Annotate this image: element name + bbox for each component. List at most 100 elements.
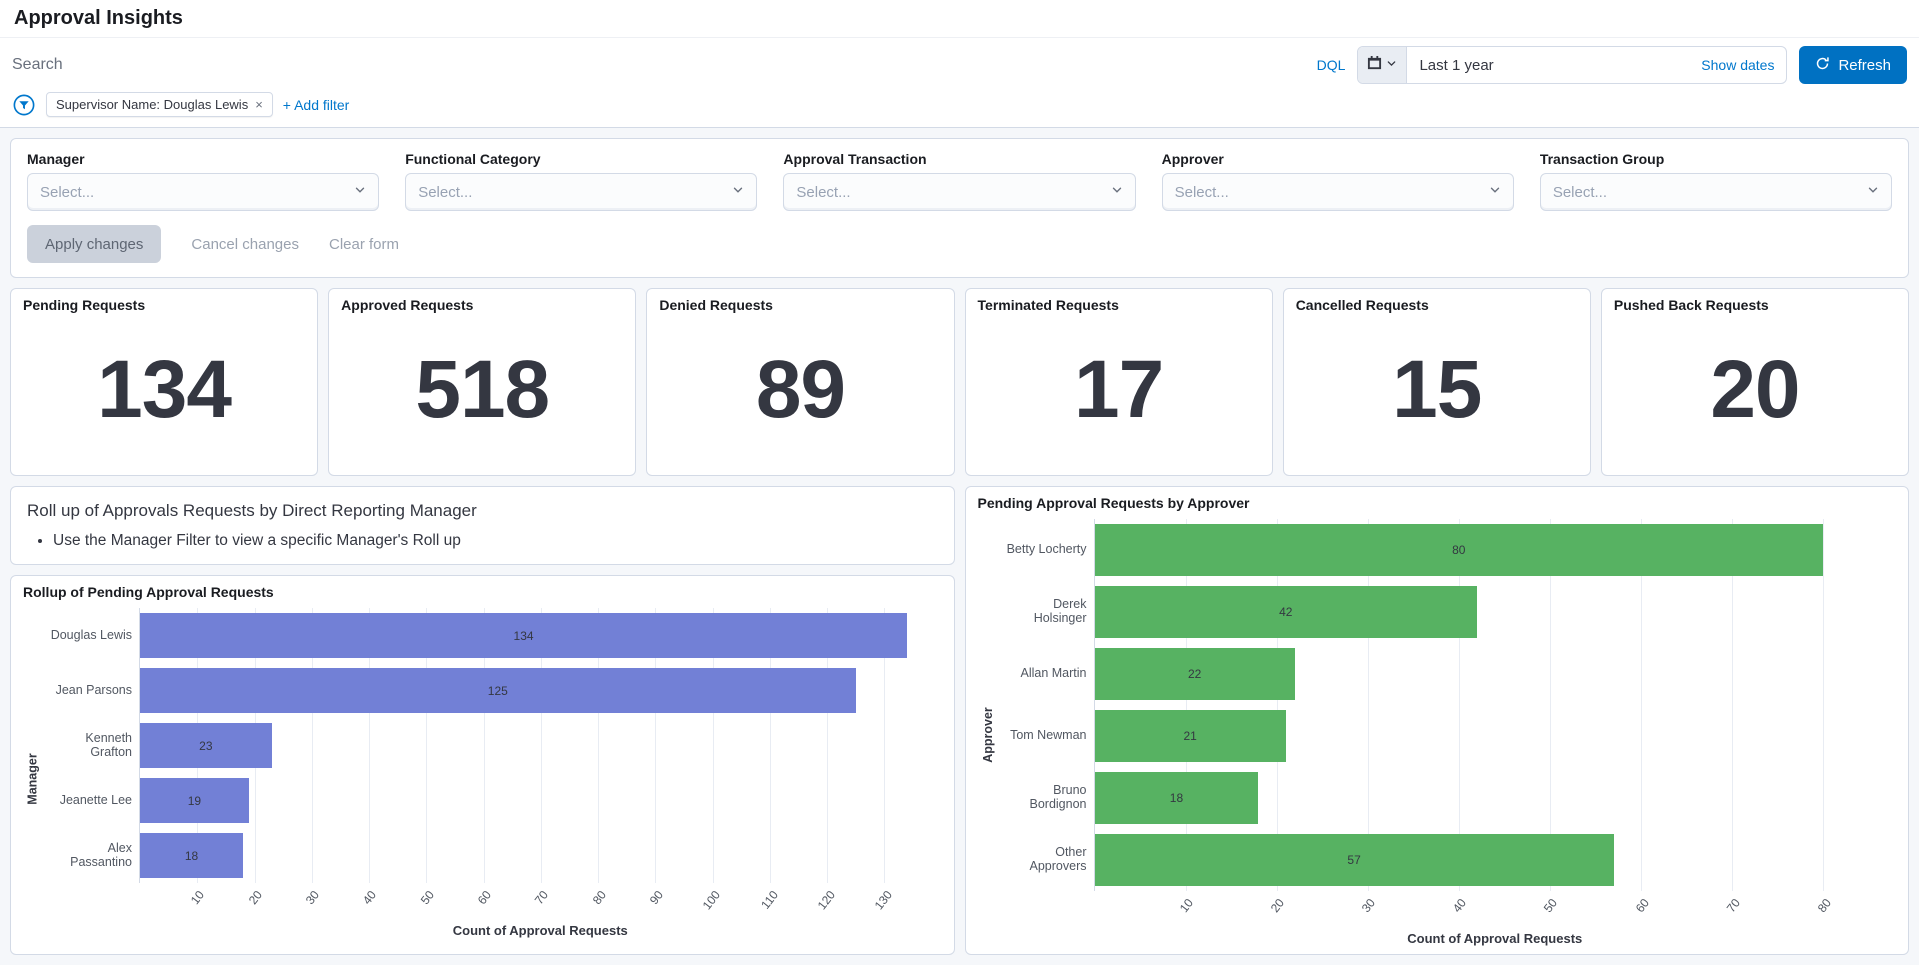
- x-tick-label: 130: [871, 888, 896, 913]
- manager-label: Manager: [27, 151, 85, 167]
- bar-value-label: 18: [184, 848, 199, 863]
- gridline: [1185, 519, 1187, 891]
- cancel-changes-button[interactable]: Cancel changes: [191, 235, 299, 253]
- bar-betty-locherty[interactable]: 80: [1094, 524, 1824, 576]
- x-axis-title: Count of Approval Requests: [452, 923, 628, 938]
- charts-section: Roll up of Approvals Requests by Direct …: [10, 486, 1909, 955]
- page-title: Approval Insights: [14, 7, 183, 29]
- kpi-title: Pushed Back Requests: [1613, 297, 1769, 313]
- date-range-value[interactable]: Last 1 year: [1419, 56, 1494, 74]
- category-label: Douglas Lewis: [50, 627, 132, 642]
- pending-by-approver-chart: Pending Approval Requests by Approver App…: [964, 486, 1909, 955]
- bar-jeanette-lee[interactable]: 19: [140, 778, 249, 823]
- x-tick-label: 20: [1267, 896, 1287, 916]
- bar-row: 80: [1094, 519, 1897, 581]
- category-label: Alex Passantino: [70, 840, 132, 869]
- gridline: [369, 608, 370, 883]
- bar-tom-newman[interactable]: 21: [1094, 710, 1286, 762]
- gridline: [540, 608, 542, 883]
- cancelled-requests-card: Cancelled Requests 15: [1282, 288, 1591, 476]
- right-column: Pending Approval Requests by Approver App…: [964, 486, 1909, 955]
- chevron-down-icon: [1386, 56, 1397, 74]
- transaction-group-field: Transaction Group Select...: [1539, 151, 1893, 211]
- bar-douglas-lewis[interactable]: 134: [140, 613, 908, 658]
- approver-field: Approver Select...: [1161, 151, 1514, 211]
- refresh-button[interactable]: Refresh: [1799, 46, 1907, 84]
- clear-form-button[interactable]: Clear form: [328, 235, 399, 253]
- manager-select[interactable]: Select...: [27, 173, 380, 211]
- bar-row: 22: [1094, 643, 1897, 705]
- gridline: [311, 608, 313, 883]
- x-tick-label: 50: [417, 888, 437, 908]
- select-placeholder: Select...: [40, 183, 95, 201]
- x-axis-ticks: 10 20 30 40 50 60 70 80: [1094, 891, 1897, 929]
- bar-jean-parsons[interactable]: 125: [140, 668, 856, 713]
- kpi-value: 17: [1073, 344, 1164, 435]
- x-tick-label: 60: [474, 888, 494, 908]
- bar-other-approvers[interactable]: 57: [1094, 834, 1614, 886]
- functional-category-select[interactable]: Select...: [405, 173, 758, 211]
- bar-allan-martin[interactable]: 22: [1094, 648, 1295, 700]
- select-placeholder: Select...: [796, 183, 851, 201]
- dql-toggle-button[interactable]: DQL: [1316, 57, 1346, 73]
- info-panel: Roll up of Approvals Requests by Direct …: [10, 486, 955, 565]
- x-axis-ticks: 10 20 30 40 50 60 70 80 90 100 110 120 130: [139, 883, 942, 921]
- show-dates-button[interactable]: Show dates: [1701, 57, 1775, 73]
- x-tick-label: 60: [1632, 896, 1652, 916]
- transaction-group-select[interactable]: Select...: [1539, 173, 1893, 211]
- add-filter-button[interactable]: + Add filter: [282, 96, 350, 113]
- gridline: [827, 608, 828, 883]
- dashboard-body: Manager Select... Functional Category Selec…: [0, 128, 1919, 965]
- filter-pill[interactable]: Supervisor Name: Douglas Lewis ×: [46, 92, 273, 117]
- remove-filter-icon[interactable]: ×: [255, 97, 263, 112]
- bar-derek-holsinger[interactable]: 42: [1094, 586, 1478, 638]
- chevron-down-icon: [354, 183, 366, 201]
- gridline: [1458, 519, 1460, 891]
- filter-icon[interactable]: [12, 93, 36, 117]
- gridline: [1823, 519, 1825, 891]
- bar-row: 42: [1094, 581, 1897, 643]
- kpi-value: 15: [1392, 344, 1482, 435]
- y-axis-title: Manager: [26, 753, 40, 805]
- functional-category-field: Functional Category Select...: [405, 151, 758, 211]
- approval-transaction-field: Approval Transaction Select...: [783, 151, 1136, 211]
- x-tick-label: 30: [302, 888, 322, 908]
- select-placeholder: Select...: [418, 183, 473, 201]
- bar-value-label: 19: [187, 793, 202, 808]
- gridline: [769, 608, 771, 883]
- kpi-value: 20: [1710, 344, 1800, 435]
- select-placeholder: Select...: [1174, 183, 1229, 201]
- bar-kenneth-grafton[interactable]: 23: [140, 723, 272, 768]
- bar-row: 134: [140, 608, 942, 663]
- gridline: [712, 608, 714, 883]
- category-label: Allan Martin: [1020, 666, 1087, 681]
- terminated-requests-card: Terminated Requests 17: [964, 288, 1273, 476]
- bar-row: 125: [140, 663, 942, 718]
- chart-title: Rollup of Pending Approval Requests: [23, 584, 274, 600]
- approved-requests-card: Approved Requests 518: [328, 288, 637, 476]
- bar-row: 18: [140, 828, 942, 883]
- approval-transaction-select[interactable]: Select...: [783, 173, 1136, 211]
- rollup-pending-approvals-chart: Rollup of Pending Approval Requests Manag…: [10, 575, 955, 955]
- x-tick-label: 80: [1814, 896, 1835, 916]
- info-title: Roll up of Approvals Requests by Direct …: [27, 501, 477, 520]
- chevron-down-icon: [1489, 183, 1501, 201]
- approver-select[interactable]: Select...: [1161, 173, 1514, 211]
- gridline: [884, 608, 886, 883]
- bar-value-label: 125: [487, 683, 508, 698]
- gridline: [1276, 519, 1278, 891]
- bar-value-label: 21: [1183, 729, 1197, 743]
- search-input[interactable]: [12, 47, 1305, 83]
- bar-row: 21: [1094, 705, 1897, 767]
- apply-changes-button[interactable]: Apply changes: [27, 225, 162, 263]
- info-bullet: Use the Manager Filter to view a specifi…: [53, 532, 938, 550]
- x-tick-label: 20: [245, 888, 265, 908]
- bar-alex-passantino[interactable]: 18: [140, 833, 244, 878]
- bar-bruno-bordignon[interactable]: 18: [1094, 772, 1259, 824]
- kpi-title: Pending Requests: [23, 297, 146, 313]
- bar-value-label: 22: [1188, 667, 1202, 681]
- date-quick-select-button[interactable]: [1358, 47, 1408, 83]
- query-bar: DQL Last 1 year Show dates Refresh: [0, 38, 1919, 88]
- kpi-row: Pending Requests 134 Approved Requests 518 D…: [10, 288, 1910, 476]
- bar-value-label: 80: [1452, 543, 1466, 557]
